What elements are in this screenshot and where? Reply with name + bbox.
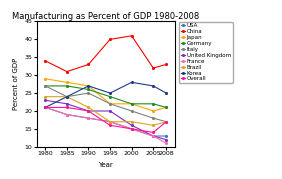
Brazil — [65, 96, 69, 98]
France — [108, 121, 112, 123]
Line: Korea: Korea — [43, 81, 168, 109]
Overall — [87, 110, 90, 112]
Korea — [108, 92, 112, 94]
China — [108, 38, 112, 40]
Italy — [130, 110, 133, 112]
USA — [44, 106, 47, 108]
Overall — [65, 106, 69, 108]
Line: China: China — [43, 34, 168, 73]
Brazil — [87, 106, 90, 108]
Germany — [44, 85, 47, 87]
Overall — [130, 128, 133, 130]
Germany — [130, 103, 133, 105]
China — [164, 63, 168, 66]
Germany — [65, 85, 69, 87]
China — [151, 67, 155, 69]
United Kingdom — [65, 103, 69, 105]
Italy — [44, 85, 47, 87]
United Kingdom — [151, 135, 155, 137]
USA — [130, 128, 133, 130]
Japan — [130, 103, 133, 105]
China — [130, 35, 133, 37]
Brazil — [151, 124, 155, 126]
Overall — [164, 121, 168, 123]
China — [44, 60, 47, 62]
Line: Overall: Overall — [43, 106, 168, 134]
Korea — [65, 96, 69, 98]
Brazil — [130, 121, 133, 123]
Korea — [130, 81, 133, 83]
Japan — [108, 103, 112, 105]
Japan — [44, 78, 47, 80]
Line: France: France — [43, 106, 168, 145]
Japan — [87, 85, 90, 87]
USA — [164, 135, 168, 137]
Overall — [44, 106, 47, 108]
Japan — [164, 106, 168, 108]
Overall — [108, 124, 112, 126]
Line: Italy: Italy — [43, 84, 168, 124]
Brazil — [44, 96, 47, 98]
Korea — [151, 85, 155, 87]
Italy — [164, 121, 168, 123]
France — [65, 113, 69, 116]
Y-axis label: Percent of GDP: Percent of GDP — [13, 58, 19, 110]
Overall — [151, 131, 155, 134]
Line: Germany: Germany — [43, 84, 168, 109]
Korea — [87, 85, 90, 87]
Japan — [65, 81, 69, 83]
Germany — [87, 88, 90, 91]
China — [87, 63, 90, 66]
USA — [108, 121, 112, 123]
Korea — [44, 106, 47, 108]
United Kingdom — [130, 124, 133, 126]
France — [151, 135, 155, 137]
Italy — [108, 103, 112, 105]
Italy — [65, 96, 69, 98]
Brazil — [108, 121, 112, 123]
USA — [151, 135, 155, 137]
Line: Japan: Japan — [43, 77, 168, 113]
China — [65, 71, 69, 73]
Legend: USA, China, Japan, Germany, Italy, United Kingdom, France, Brazil, Korea, Overal: USA, China, Japan, Germany, Italy, Unite… — [179, 22, 233, 83]
France — [130, 128, 133, 130]
Line: USA: USA — [43, 106, 168, 138]
France — [164, 142, 168, 144]
X-axis label: Year: Year — [98, 161, 113, 168]
Germany — [108, 96, 112, 98]
Brazil — [164, 121, 168, 123]
Germany — [164, 106, 168, 108]
USA — [87, 117, 90, 119]
Line: Brazil: Brazil — [43, 95, 168, 127]
United Kingdom — [164, 139, 168, 141]
USA — [65, 113, 69, 116]
Korea — [164, 92, 168, 94]
United Kingdom — [87, 110, 90, 112]
Germany — [151, 103, 155, 105]
Italy — [151, 117, 155, 119]
Japan — [151, 110, 155, 112]
France — [44, 106, 47, 108]
France — [87, 117, 90, 119]
United Kingdom — [108, 110, 112, 112]
United Kingdom — [44, 99, 47, 101]
Italy — [87, 92, 90, 94]
Line: United Kingdom: United Kingdom — [43, 98, 168, 141]
Title: Manufacturing as Percent of GDP 1980-2008: Manufacturing as Percent of GDP 1980-200… — [12, 12, 199, 21]
